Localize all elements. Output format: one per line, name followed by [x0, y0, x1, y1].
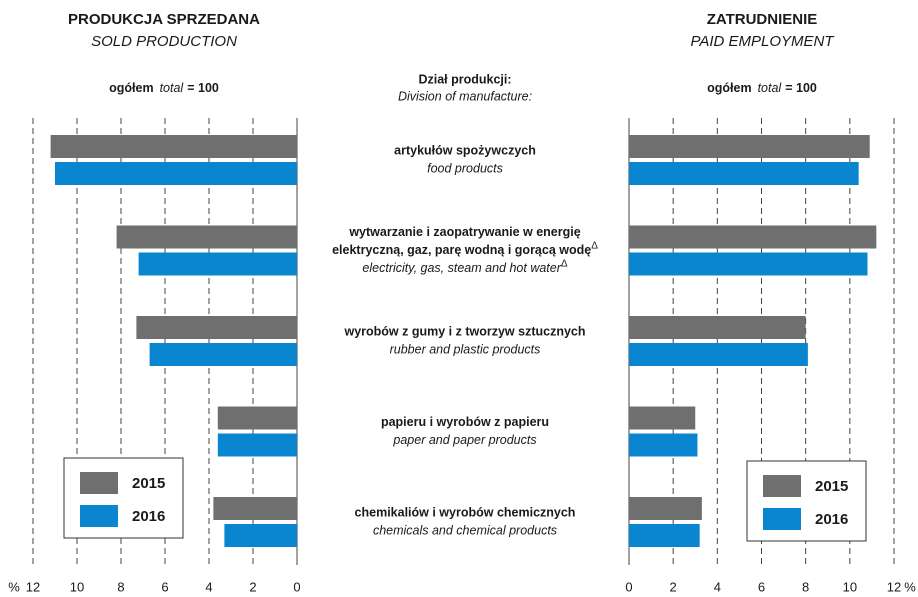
- legend-swatch: [80, 472, 118, 494]
- note-mark: Δ: [561, 258, 568, 269]
- total-word-en: total: [160, 81, 185, 95]
- total-value: = 100: [187, 81, 219, 95]
- bar: [629, 162, 859, 185]
- total-label: ogółem total = 100: [707, 81, 817, 95]
- category-label: papieru i wyrobów z papieru: [381, 415, 549, 429]
- x-tick-label: 2: [670, 579, 677, 594]
- bar: [224, 524, 297, 547]
- category-label-en: paper and paper products: [392, 433, 536, 447]
- category-label-en: food products: [427, 161, 503, 175]
- legend-swatch: [80, 505, 118, 527]
- bar: [629, 135, 870, 158]
- legend-label: 2016: [132, 508, 165, 525]
- unit-label: %: [904, 579, 916, 594]
- bar: [50, 135, 297, 158]
- legend-label: 2015: [132, 475, 165, 492]
- panel-title: ZATRUDNIENIE: [707, 11, 818, 28]
- bar: [629, 524, 700, 547]
- bar: [149, 343, 297, 366]
- panel-subtitle: SOLD PRODUCTION: [91, 33, 237, 50]
- x-tick-label: 4: [205, 579, 212, 594]
- x-tick-label: 2: [249, 579, 256, 594]
- division-header-en: Division of manufacture:: [398, 89, 532, 103]
- legend-label: 2016: [815, 511, 848, 528]
- category-label: elektryczną, gaz, parę wodną i gorącą wo…: [332, 240, 598, 257]
- x-tick-label: 8: [802, 579, 809, 594]
- bar: [136, 316, 297, 339]
- total-value: = 100: [785, 81, 817, 95]
- legend-swatch: [763, 508, 801, 530]
- panel-subtitle: PAID EMPLOYMENT: [690, 33, 835, 50]
- category-label: chemikaliów i wyrobów chemicznych: [355, 505, 576, 519]
- x-tick-label: 12: [887, 579, 901, 594]
- category-label-en: chemicals and chemical products: [373, 523, 557, 537]
- x-tick-label: 0: [293, 579, 300, 594]
- legend-label: 2015: [815, 478, 848, 495]
- bar: [55, 162, 297, 185]
- total-label: ogółem total = 100: [109, 81, 219, 95]
- bar: [629, 316, 806, 339]
- category-label: wyrobów z gumy i z tworzyw sztucznych: [343, 324, 585, 338]
- x-tick-label: 6: [161, 579, 168, 594]
- x-tick-label: 8: [117, 579, 124, 594]
- category-label: wytwarzanie i zaopatrywanie w energię: [348, 225, 580, 239]
- category-label: artykułów spożywczych: [394, 143, 536, 157]
- category-label-en: rubber and plastic products: [390, 342, 541, 356]
- x-tick-label: 10: [843, 579, 857, 594]
- bar: [629, 225, 877, 249]
- total-word-en: total: [758, 81, 783, 95]
- panel-title: PRODUKCJA SPRZEDANA: [68, 11, 260, 28]
- bar: [217, 406, 297, 430]
- note-mark: Δ: [591, 240, 598, 251]
- unit-label: %: [8, 579, 20, 594]
- bar: [217, 433, 297, 457]
- bar: [213, 497, 297, 520]
- division-header: Dział produkcji:: [418, 72, 511, 86]
- bar: [629, 497, 702, 520]
- bar: [116, 225, 297, 249]
- bar: [629, 343, 808, 366]
- total-word: ogółem: [707, 81, 751, 95]
- bar: [629, 433, 698, 457]
- x-tick-label: 4: [714, 579, 721, 594]
- x-tick-label: 12: [26, 579, 40, 594]
- total-word: ogółem: [109, 81, 153, 95]
- bar: [629, 406, 696, 430]
- bar: [138, 252, 297, 276]
- category-label-en: electricity, gas, steam and hot waterΔ: [362, 258, 567, 275]
- x-tick-label: 0: [625, 579, 632, 594]
- x-tick-label: 10: [70, 579, 84, 594]
- legend-swatch: [763, 475, 801, 497]
- x-tick-label: 6: [758, 579, 765, 594]
- bar: [629, 252, 868, 276]
